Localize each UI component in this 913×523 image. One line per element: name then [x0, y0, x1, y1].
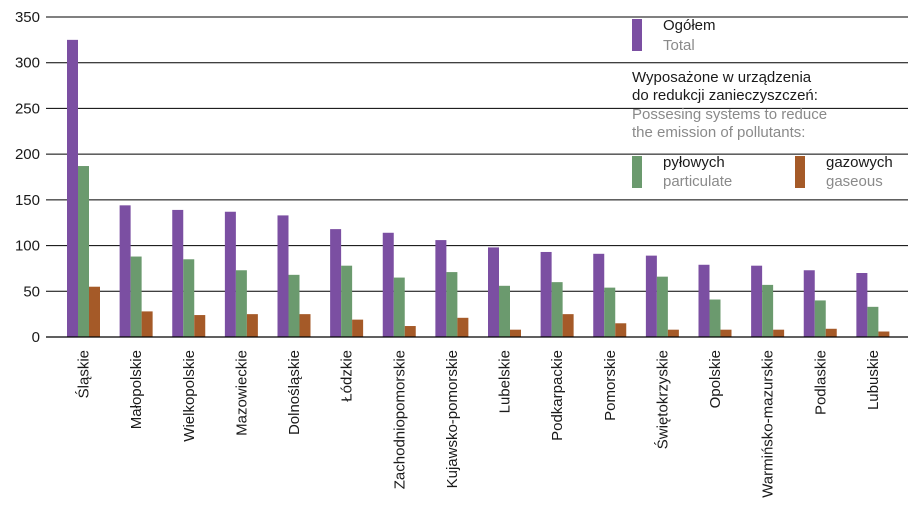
bar-gaseous — [246, 314, 258, 337]
x-tick-label: Kujawsko-pomorskie — [444, 350, 461, 488]
bar-gaseous — [194, 315, 206, 337]
bar-total — [593, 253, 605, 337]
y-tick-label: 300 — [15, 55, 40, 72]
bar-total — [488, 247, 499, 337]
bar-gaseous — [352, 319, 364, 337]
bar-particulate — [235, 270, 247, 337]
bar-particulate — [762, 284, 774, 337]
bar-particulate — [867, 306, 879, 337]
legend-label-gaseous: gazowych — [826, 154, 893, 171]
bar-gaseous — [825, 328, 837, 337]
x-tick-label: Wielkopolskie — [181, 350, 198, 442]
bar-particulate — [446, 272, 458, 337]
bar-gaseous — [667, 329, 679, 337]
bar-particulate — [814, 300, 826, 337]
x-tick-label: Lubuskie — [865, 350, 882, 410]
y-tick-label: 150 — [15, 192, 40, 209]
legend-label-total: Ogółem — [663, 17, 716, 34]
bar-total — [803, 270, 815, 337]
y-tick-label: 0 — [32, 329, 40, 346]
bar-total — [540, 251, 552, 337]
legend-label-total-en: Total — [663, 37, 695, 54]
bar-gaseous — [141, 311, 153, 337]
x-tick-label: Śląskie — [75, 350, 93, 398]
gridlines — [46, 16, 908, 292]
x-tick-label: Małopolskie — [128, 350, 145, 429]
legend-group-heading: Wyposażone w urządzenia do redukcji zanie… — [632, 69, 818, 104]
bar-gaseous — [562, 314, 574, 337]
x-tick-label: Zachodniopomorskie — [391, 350, 408, 489]
bar-gaseous — [773, 329, 785, 337]
bar-total — [435, 240, 447, 337]
legend-swatch-gaseous — [795, 156, 805, 188]
legend-group-heading-en: Possesing systems to reduce the emission … — [632, 106, 827, 141]
legend-label-gaseous-en: gaseous — [826, 173, 883, 190]
bar-particulate — [604, 287, 616, 337]
bar-total — [751, 265, 763, 337]
y-tick-label: 50 — [23, 283, 40, 300]
x-tick-label: Świętokrzyskie — [653, 350, 671, 449]
y-axis-ticks: 0 50 100 150 200 250 300 350 — [15, 9, 40, 346]
legend-label-particulate: pyłowych — [663, 154, 725, 171]
bar-particulate — [341, 265, 353, 337]
bar-gaseous — [510, 329, 521, 337]
x-tick-label: Lubelskie — [497, 350, 514, 413]
bar-total — [330, 229, 342, 337]
x-tick-label: Łódzkie — [339, 350, 356, 402]
legend-label-particulate-en: particulate — [663, 173, 732, 190]
bar-particulate — [709, 299, 721, 337]
x-tick-label: Opolskie — [707, 350, 724, 408]
bar-particulate — [656, 276, 668, 337]
bar-gaseous — [457, 317, 469, 337]
bar-particulate — [551, 282, 563, 337]
bar-total — [856, 273, 868, 337]
x-tick-label: Warmińsko-mazurskie — [760, 350, 777, 498]
y-tick-label: 200 — [15, 146, 40, 163]
bar-particulate — [288, 274, 300, 337]
bar-gaseous — [615, 323, 627, 337]
bar-gaseous — [878, 331, 890, 337]
bar-total — [645, 255, 657, 337]
x-tick-label: Pomorskie — [602, 350, 619, 421]
x-axis-category-labels: Śląskie Małopolskie Wielkopolskie Mazowieck… — [75, 350, 882, 498]
bar-total — [67, 39, 78, 337]
bar-particulate — [499, 285, 510, 337]
bar-particulate — [183, 259, 195, 337]
bar-total — [382, 232, 394, 337]
bar-gaseous — [720, 329, 732, 337]
y-tick-label: 100 — [15, 238, 40, 255]
legend-swatch-total — [632, 19, 642, 51]
x-tick-label: Podkarpackie — [549, 350, 566, 441]
legend: Ogółem Total Wyposażone w urządzenia do r… — [632, 17, 893, 190]
bar-total — [172, 209, 184, 337]
x-tick-label: Dolnośląskie — [286, 350, 303, 435]
bar-gaseous — [89, 286, 100, 337]
bar-gaseous — [299, 314, 311, 337]
bar-particulate — [78, 166, 89, 337]
x-tick-label: Podlaskie — [812, 350, 829, 415]
legend-swatch-particulate — [632, 156, 642, 188]
y-tick-label: 250 — [15, 100, 40, 117]
x-tick-label: Mazowieckie — [233, 350, 250, 436]
bar-total — [224, 211, 236, 337]
bar-total — [698, 264, 710, 337]
bar-particulate — [393, 277, 405, 337]
bar-total — [119, 205, 131, 337]
bar-total — [277, 215, 289, 337]
bar-particulate — [130, 256, 142, 337]
y-tick-label: 350 — [15, 9, 40, 26]
bar-gaseous — [404, 326, 416, 337]
bars — [67, 39, 890, 337]
